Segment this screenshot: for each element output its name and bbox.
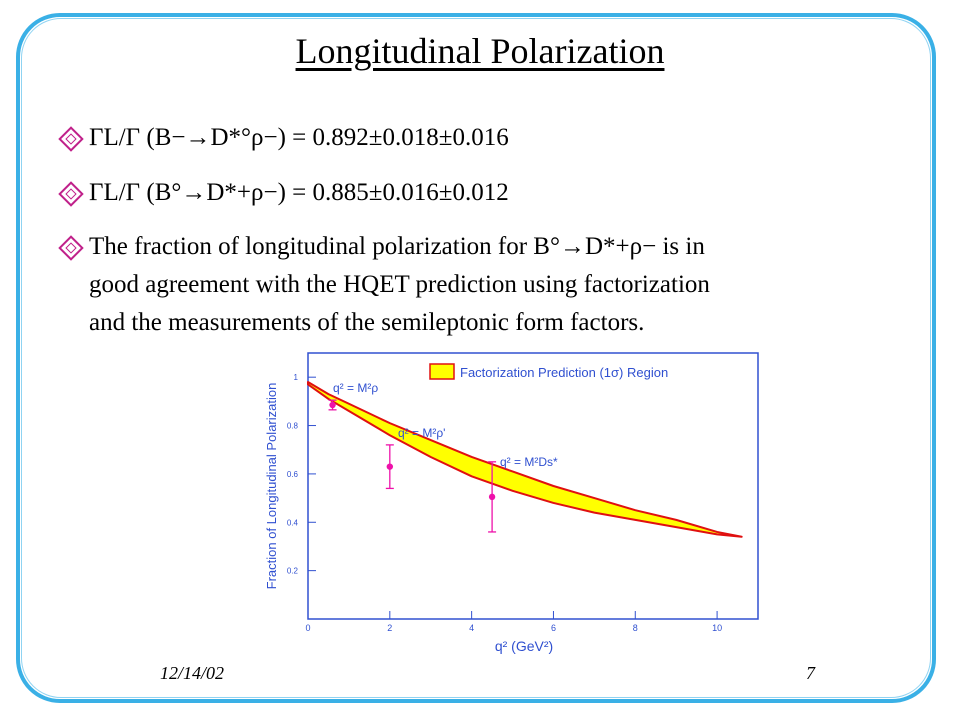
legend-swatch [429,363,455,380]
y-tick-label: 0.4 [287,518,299,527]
annotation-rho-prime: q² = M²ρ' [398,426,445,440]
slide-frame-inner [21,18,931,698]
x-tick-label: 4 [469,623,474,633]
y-tick-label: 1 [294,373,299,382]
slide-title: Longitudinal Polarization [295,31,665,71]
y-tick-label: 0.6 [287,470,299,479]
y-axis-label: Fraction of Longitudinal Polarization [264,383,279,590]
x-tick-label: 8 [633,623,638,633]
x-tick-label: 10 [712,623,722,633]
x-tick-label: 6 [551,623,556,633]
data-point [488,493,496,501]
legend-label: Factorization Prediction (1σ) Region [460,365,668,380]
annotation-ds-star: q² = M²Ds* [500,455,558,469]
footer-date: 12/14/02 [160,663,225,683]
y-tick-label: 0.2 [287,567,299,576]
data-point [329,401,336,409]
y-tick-label: 0.8 [287,422,299,431]
legend: Factorization Prediction (1σ) Region [429,363,668,380]
x-tick-label: 0 [305,623,310,633]
x-tick-label: 2 [387,623,392,633]
bullet-text: ΓL/Γ (B−→D*°ρ−) = 0.892±0.018±0.016 [89,124,509,151]
plot-frame [307,352,759,620]
bullet-text: The fraction of longitudinal polarizatio… [89,233,710,336]
data-point [386,463,394,470]
x-axis-label: q² (GeV²) [495,638,553,654]
bullet-text: ΓL/Γ (B°→D*+ρ−) = 0.885±0.016±0.012 [89,179,509,206]
page-number: 7 [806,663,815,683]
prediction-band [307,381,743,538]
annotation-rho: q² = M²ρ [333,381,378,395]
slide-frame [16,13,936,703]
